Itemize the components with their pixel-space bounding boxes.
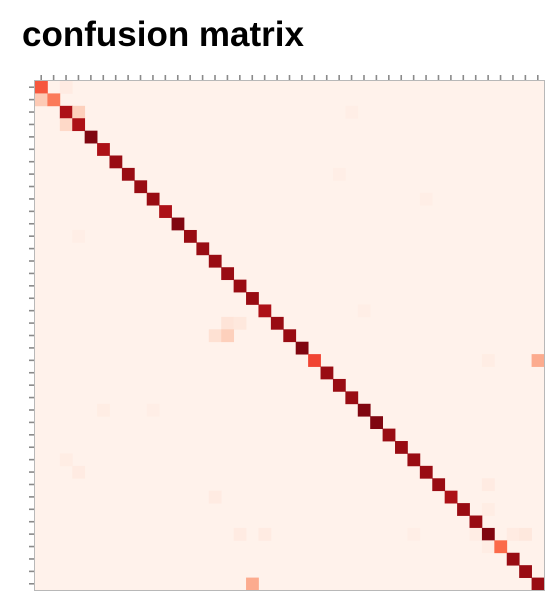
heatmap-cell-r27-c27 (370, 416, 384, 430)
axis-ticks (29, 75, 539, 585)
heatmap-cell-r3-c2 (59, 118, 73, 132)
heatmap-cell-r34-c36 (481, 503, 495, 516)
heatmap-cell-r15-c15 (221, 267, 235, 281)
heatmap-cell-r16-c16 (233, 279, 247, 293)
heatmap-cell-r36-c35 (469, 527, 483, 541)
heatmap-cell-r18-c26 (357, 304, 371, 318)
heatmap-cell-r36-c16 (233, 527, 247, 541)
heatmap-cell-r4-c4 (84, 130, 98, 144)
heatmap-cell-r31-c31 (419, 465, 433, 479)
heatmap-cell-r0-c2 (59, 81, 73, 94)
plot-frame (34, 80, 545, 591)
heatmap-cell-r28-c28 (382, 428, 396, 442)
heatmap-cell-r26-c5 (97, 403, 110, 417)
heatmap-cell-r36-c39 (519, 527, 532, 541)
heatmap-cell-r31-c3 (72, 465, 86, 479)
heatmap-cell-r40-c40 (531, 577, 545, 591)
heatmap-cell-r3-c3 (72, 118, 86, 132)
heatmap-cell-r19-c19 (270, 316, 284, 330)
heatmap-cell-r26-c9 (146, 403, 160, 417)
heatmap-cell-r30-c30 (407, 453, 421, 467)
heatmap-cell-r7-c24 (332, 167, 346, 181)
heatmap-cell-r19-c15 (221, 316, 235, 330)
heatmap-cell-r22-c40 (531, 354, 545, 367)
heatmap-cell-r32-c32 (432, 478, 446, 492)
heatmap-cell-r20-c14 (208, 329, 222, 343)
heatmap-cell-r22-c22 (308, 354, 321, 367)
heatmap-cell-r11-c11 (171, 217, 185, 231)
heatmap-cell-r32-c36 (481, 478, 495, 492)
heatmap-cell-r2-c2 (59, 105, 73, 119)
heatmap-cell-r23-c23 (320, 366, 334, 380)
heatmap-cell-r39-c39 (519, 565, 532, 578)
heatmap-cell-r18-c18 (258, 304, 272, 318)
heatmap-cell-r33-c14 (208, 490, 222, 504)
heatmap-cell-r2-c3 (72, 105, 86, 119)
heatmap-cell-r36-c36 (481, 527, 495, 541)
heatmap-cell-r14-c14 (208, 254, 222, 268)
heatmap-cell-r33-c33 (444, 490, 458, 504)
heatmap-cell-r30-c2 (59, 453, 73, 467)
heatmap-cell-r1-c0 (35, 93, 48, 107)
heatmap-cell-r10-c10 (159, 205, 172, 218)
heatmap-cell-r13-c13 (196, 242, 210, 256)
heatmap-cell-r37-c37 (494, 540, 508, 554)
heatmap-cell-r38-c38 (506, 552, 520, 566)
heatmap-cell-r2-c25 (345, 105, 359, 119)
heatmap-cell-r36-c18 (258, 527, 272, 541)
heatmap-cell-r19-c16 (233, 316, 247, 330)
heatmap-cell-r17-c17 (246, 292, 259, 305)
heatmap-cell-r9-c31 (419, 192, 433, 206)
heatmap-cell-r20-c15 (221, 329, 235, 343)
heatmap-cell-r36-c30 (407, 527, 421, 541)
heatmap-cell-r0-c0 (35, 81, 48, 94)
heatmap-cell-r35-c35 (469, 515, 483, 529)
heatmap-cell-r12-c3 (72, 229, 86, 243)
heatmap-cell-r8-c8 (134, 180, 148, 194)
heatmap-cell-r9-c9 (146, 192, 160, 206)
heatmap-cell-r40-c17 (246, 577, 259, 591)
heatmap-cell-r26-c26 (357, 403, 371, 417)
heatmap-cell-r6-c6 (109, 155, 123, 169)
heatmap-cell-r5-c5 (97, 143, 110, 156)
page-title: confusion matrix (22, 15, 304, 54)
heatmap-cell-r22-c36 (481, 354, 495, 367)
heatmap-cell-r24-c24 (332, 378, 346, 392)
heatmap-cell-r20-c20 (283, 329, 297, 343)
heatmap-cell-r1-c1 (47, 93, 61, 107)
heatmap-cell-r7-c7 (121, 167, 135, 181)
heatmap-cell-r12-c12 (183, 229, 197, 243)
heatmap-cell-r37-c36 (481, 540, 495, 554)
heatmap-cell-r29-c29 (395, 441, 408, 454)
heatmap-cell-r21-c21 (295, 341, 309, 355)
heatmap-cell-r25-c25 (345, 391, 359, 405)
heatmap-cell-r36-c38 (506, 527, 520, 541)
heatmap-cell-r34-c34 (457, 503, 470, 516)
heatmap-cells (35, 81, 545, 591)
